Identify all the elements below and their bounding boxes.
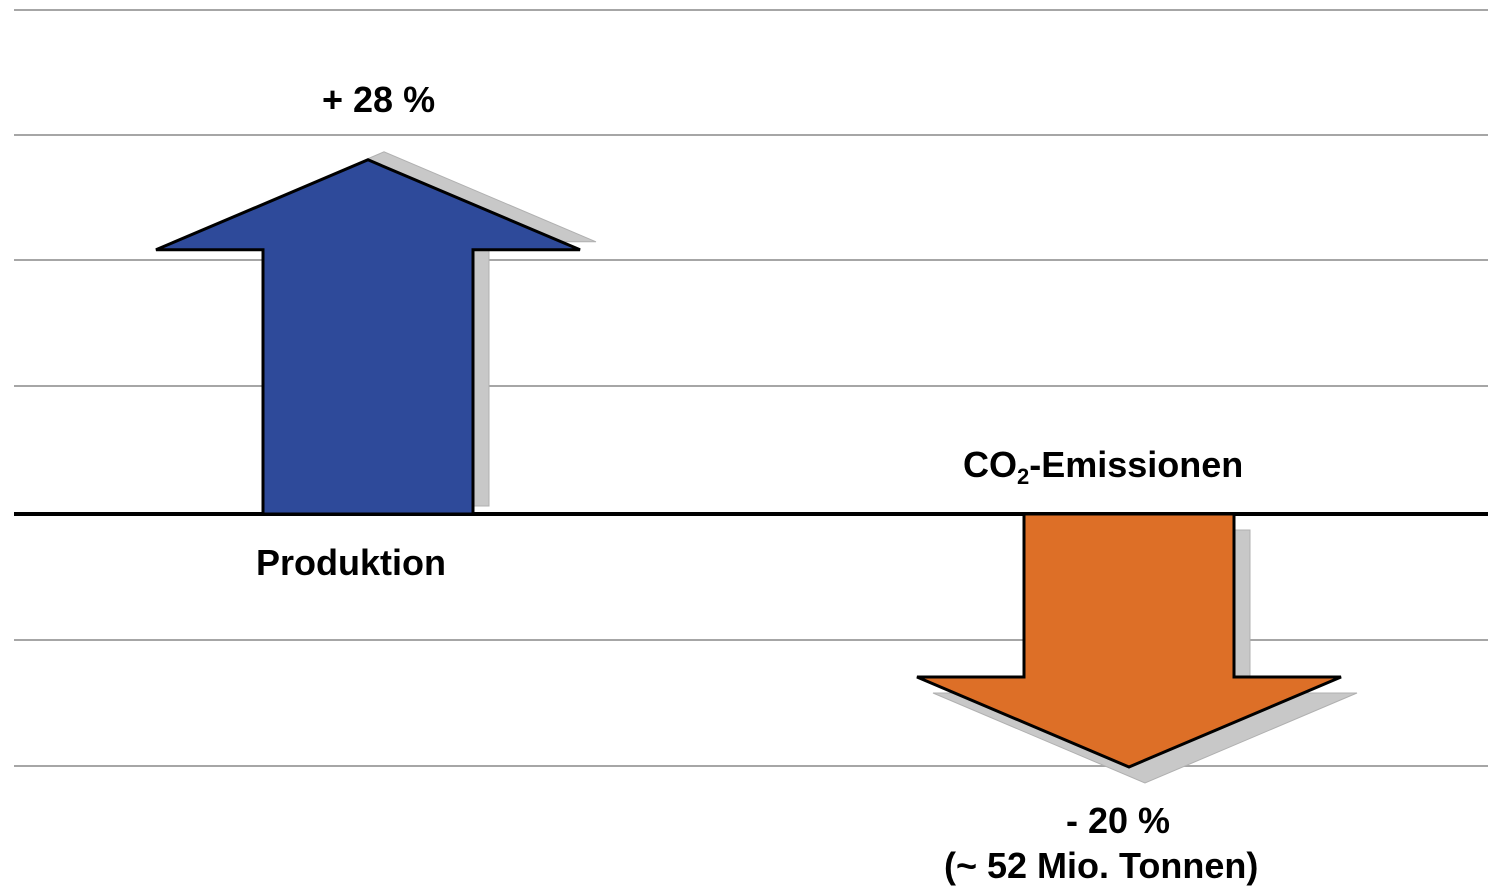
co2-prefix: CO [963, 444, 1017, 485]
co2-category-label: CO2-Emissionen [963, 444, 1244, 488]
co2-annotation-label: (~ 52 Mio. Tonnen) [944, 845, 1259, 886]
co2-subscript: 2 [1017, 464, 1030, 489]
production-value-label: + 28 % [322, 79, 436, 120]
production-category-label: Produktion [256, 542, 446, 583]
arrow-produktion [155, 158, 581, 516]
arrow-co2-emissionen [916, 512, 1342, 769]
arrow-marks [155, 151, 1358, 784]
gridlines [14, 9, 1488, 767]
co2-suffix: -Emissionen [1029, 444, 1244, 485]
co2-value-label: - 20 % [1066, 800, 1171, 841]
